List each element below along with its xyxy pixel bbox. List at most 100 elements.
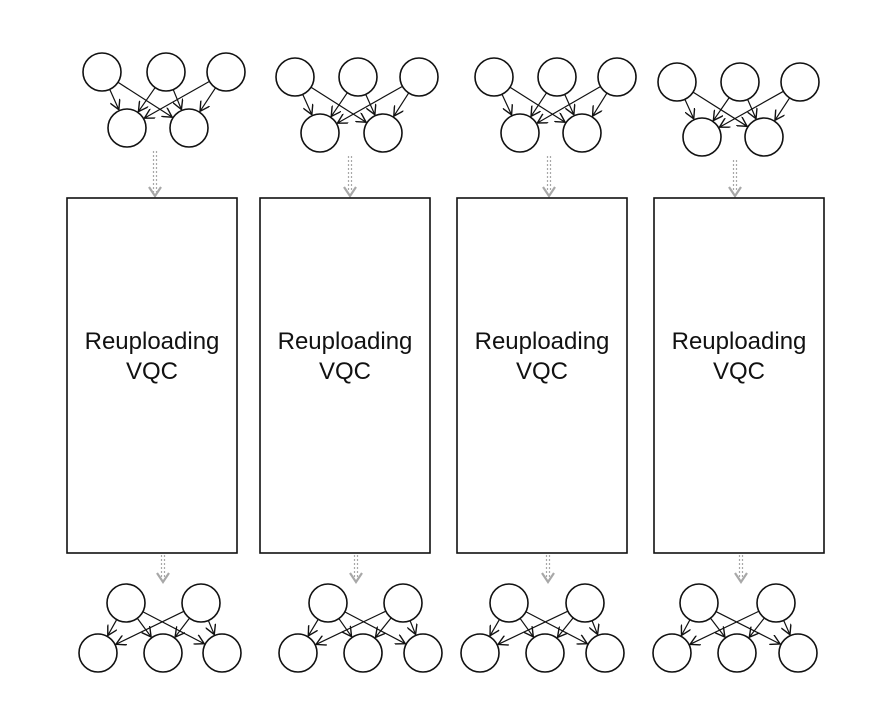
vqc-label-line2: VQC [713,358,765,385]
column-4: Reuploading VQC [652,62,825,673]
output-edge [208,620,214,635]
input-node [474,57,514,97]
output-edge [490,619,500,635]
hidden-node [300,113,340,153]
flow-arrow-in [343,156,357,198]
output-edge [784,620,790,634]
hidden-node [363,113,403,153]
output-edge [375,617,392,638]
input-node [780,62,820,102]
input-edge [692,91,747,126]
input-edge [509,86,565,122]
input-node [597,57,637,97]
output-network [460,583,625,673]
input-edge [684,99,694,118]
output-node [778,633,818,673]
input-network [474,57,637,153]
input-network [657,62,820,157]
flow-arrow-out [541,555,555,584]
hidden-node [744,117,784,157]
output-edge [715,611,780,644]
input-node [82,52,122,92]
output-network [78,583,242,673]
input-edge [394,92,410,116]
input-edge [501,93,512,115]
output-hidden-node [181,583,221,623]
input-node [146,52,186,92]
flow-arrow-in-head [343,186,357,198]
output-hidden-node [565,583,605,623]
output-edge [308,618,319,636]
output-edge [175,617,190,637]
input-node [399,57,439,97]
output-node [278,633,318,673]
vqc-box [653,197,825,554]
input-node [338,57,378,97]
output-edge [525,611,587,644]
input-node [275,57,315,97]
output-edge [690,610,760,644]
output-edge [498,610,569,644]
output-hidden-node [489,583,529,623]
flow-arrow-out [734,555,748,584]
output-edge [557,617,574,638]
output-node [403,633,443,673]
output-node [525,633,565,673]
output-hidden-node [308,583,348,623]
input-node [537,57,577,97]
output-edge [410,620,416,635]
output-edge [136,617,151,637]
input-edge [775,97,791,120]
input-edge [200,87,217,111]
vqc-box [66,197,238,554]
input-edge [109,89,119,109]
flow-arrow-out-head [156,572,170,584]
output-node [652,633,692,673]
hidden-node [107,108,147,148]
hidden-node [500,113,540,153]
input-node [657,62,697,102]
column-3: Reuploading VQC [456,57,637,673]
flow-arrow-in-head [728,186,742,198]
output-hidden-node [106,583,146,623]
vqc-box [259,197,431,554]
output-network [278,583,443,673]
input-network [275,57,439,153]
output-network [652,583,818,673]
output-node [143,633,183,673]
vqc-label-line1: Reuploading [85,328,220,355]
column-1: Reuploading VQC [66,52,246,673]
output-edge [749,617,765,637]
input-node [720,62,760,102]
vqc-label-line2: VQC [126,358,178,385]
flow-arrow-out-head [541,572,555,584]
output-hidden-node [679,583,719,623]
input-network [82,52,246,148]
vqc-label-line1: Reuploading [278,328,413,355]
flow-arrow-in [728,160,742,198]
output-edge [316,610,387,644]
flow-arrow-in [148,151,162,198]
output-node [202,633,242,673]
output-edge [338,618,352,637]
vqc-box [456,197,628,554]
output-edge [682,619,690,636]
output-edge [142,611,204,644]
columns-layer: Reuploading VQC Reuploading VQC Reuploading V… [66,52,825,673]
output-edge [519,618,533,636]
input-edge [144,80,210,118]
output-edge [108,619,118,636]
input-edge [302,94,312,114]
input-edge [331,92,348,117]
flow-arrow-out-head [734,572,748,584]
output-edge [592,620,598,635]
input-edge [593,92,608,116]
input-edge [337,85,403,123]
input-edge [719,90,784,127]
hidden-node [562,113,602,153]
output-edge [116,610,185,644]
flow-arrow-out-head [349,572,363,584]
output-node [78,633,118,673]
flow-arrow-in-head [542,186,556,198]
